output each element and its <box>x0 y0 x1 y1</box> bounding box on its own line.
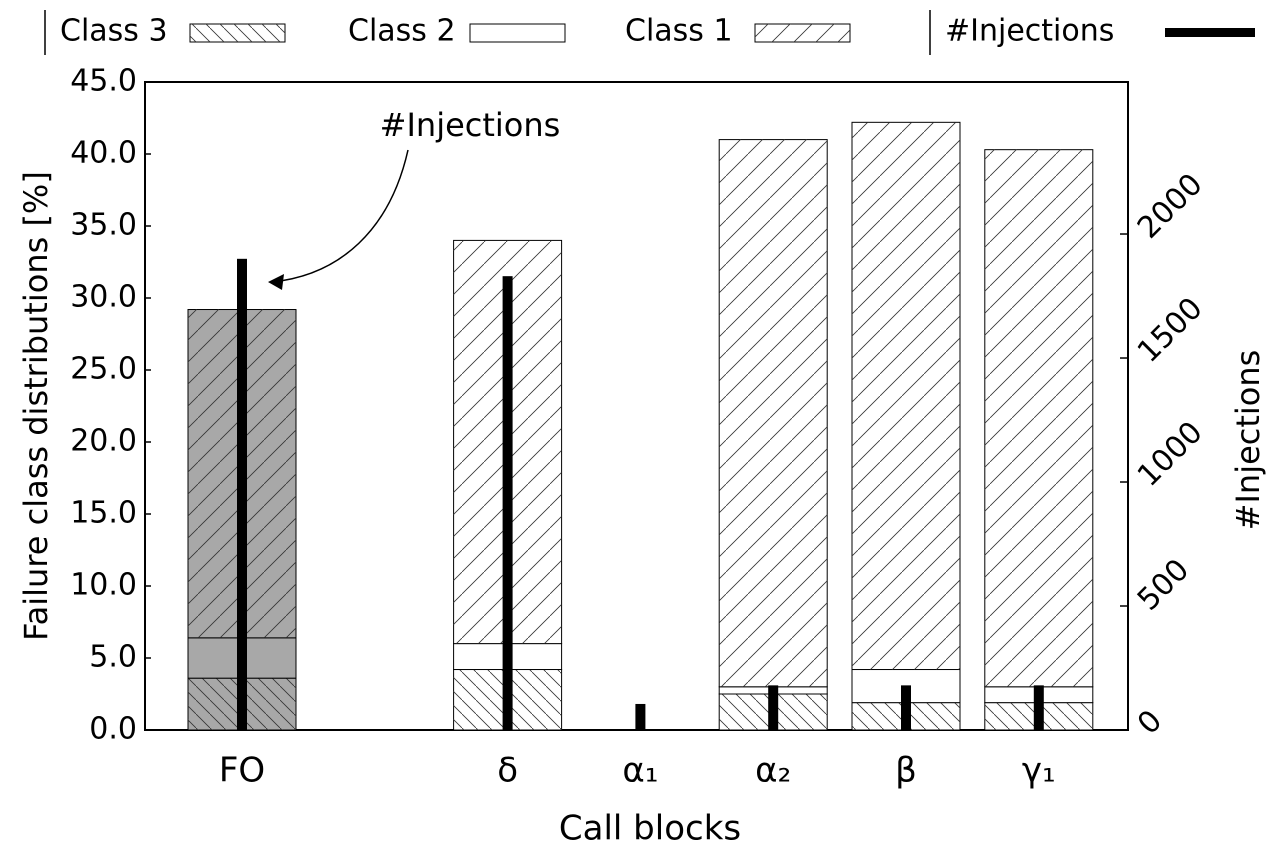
y-axis-title: Failure class distributions [%] <box>17 171 55 641</box>
y2-axis-title: #Injections <box>1229 350 1267 531</box>
x-tick-label: δ <box>497 751 518 791</box>
x-tick-label: FO <box>219 751 265 791</box>
bar-hatch <box>719 139 828 687</box>
y-tick-label: 30.0 <box>70 280 137 315</box>
x-tick-label: α₂ <box>755 751 791 791</box>
injection-bar <box>502 276 513 730</box>
y-tick-label: 0.0 <box>89 712 137 747</box>
y-tick-label: 35.0 <box>70 208 137 243</box>
arrow-head <box>268 274 284 290</box>
y-tick-label: 40.0 <box>70 136 137 171</box>
injection-bar <box>901 685 911 730</box>
injection-bar <box>768 685 779 730</box>
y-tick-label: 45.0 <box>70 64 137 99</box>
legend-label: Class 3 <box>60 14 168 49</box>
legend-swatch <box>1165 28 1255 37</box>
x-axis-title: Call blocks <box>559 809 741 849</box>
bar-hatch <box>984 149 1093 687</box>
annotation: #Injections <box>380 106 561 144</box>
bar-hatch <box>852 122 960 670</box>
legend-swatch <box>469 23 566 43</box>
y-tick-label: 25.0 <box>70 352 137 387</box>
injection-bar <box>237 258 247 730</box>
y-tick-label: 10.0 <box>70 568 137 603</box>
legend-label: Class 1 <box>625 14 733 49</box>
y2-tick-label: 1000 <box>1131 415 1210 494</box>
y2-tick-label: 500 <box>1131 552 1196 617</box>
y-tick-label: 20.0 <box>70 424 137 459</box>
y2-tick-label: 1500 <box>1131 291 1210 370</box>
legend-label: #Injections <box>945 14 1114 49</box>
injection-bar <box>635 703 646 730</box>
y2-tick-label: 0 <box>1131 703 1169 741</box>
injection-bar <box>1033 685 1044 730</box>
y2-tick-label: 2000 <box>1131 167 1210 246</box>
x-tick-label: α₁ <box>622 751 658 791</box>
x-tick-label: β <box>895 751 917 791</box>
legend-hatch <box>190 24 285 42</box>
x-tick-label: γ₁ <box>1022 751 1056 791</box>
annotation-arrow <box>271 149 409 283</box>
y-tick-label: 15.0 <box>70 496 137 531</box>
y-tick-label: 5.0 <box>89 640 137 675</box>
legend-label: Class 2 <box>348 14 456 49</box>
legend-hatch <box>755 24 850 42</box>
